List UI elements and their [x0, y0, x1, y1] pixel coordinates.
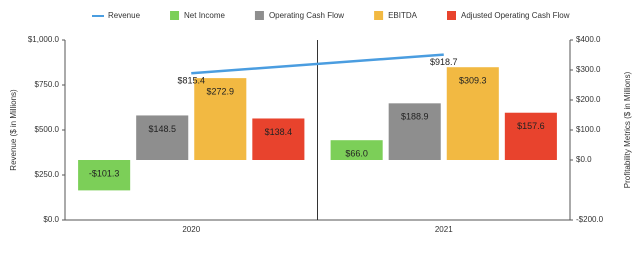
data-label: $148.5	[148, 124, 176, 134]
bar	[136, 115, 189, 160]
data-label: $309.3	[459, 76, 487, 86]
y2-tick-label: $300.0	[576, 65, 601, 74]
legend-swatch	[170, 11, 180, 20]
y-tick-label: $750.0	[35, 80, 60, 89]
y-axis-label: Revenue ($ in Millions)	[9, 89, 18, 171]
bar	[388, 103, 441, 160]
y2-tick-label: $100.0	[576, 125, 601, 134]
bar	[446, 67, 499, 160]
y-tick-label: $0.0	[43, 215, 59, 224]
y2-tick-label: $400.0	[576, 35, 601, 44]
x-tick-label: 2020	[182, 225, 200, 234]
legend-swatch	[254, 11, 264, 20]
line	[191, 53, 444, 75]
legend-label: Adjusted Operating Cash Flow	[461, 11, 570, 20]
y2-tick-label: $200.0	[576, 95, 601, 104]
data-label: $918.7	[430, 57, 458, 67]
data-label: $66.0	[345, 149, 368, 159]
bar	[504, 112, 557, 160]
data-label: $272.9	[207, 87, 235, 97]
y-tick-label: $1,000.0	[28, 35, 60, 44]
data-label: -$101.3	[89, 168, 120, 178]
bar	[78, 160, 131, 191]
legend-label: EBITDA	[388, 11, 418, 20]
data-label: $138.4	[265, 127, 293, 137]
data-label: $815.4	[177, 76, 205, 86]
y2-tick-label: $0.0	[576, 155, 592, 164]
y-tick-label: $250.0	[35, 170, 60, 179]
legend-label: Operating Cash Flow	[269, 11, 344, 20]
bar	[330, 140, 383, 160]
legend-swatch	[374, 11, 384, 20]
y2-axis-label: Profitability Metrics ($ in Millions)	[623, 71, 632, 188]
data-label: $157.6	[517, 121, 545, 131]
legend-swatch	[447, 11, 456, 20]
y-tick-label: $500.0	[35, 125, 60, 134]
data-label: $188.9	[401, 112, 429, 122]
x-tick-label: 2021	[435, 225, 453, 234]
legend-label: Revenue	[108, 11, 141, 20]
y2-tick-label: -$200.0	[576, 215, 604, 224]
bar	[194, 78, 247, 160]
legend-label: Net Income	[184, 11, 225, 20]
bar	[252, 118, 305, 160]
